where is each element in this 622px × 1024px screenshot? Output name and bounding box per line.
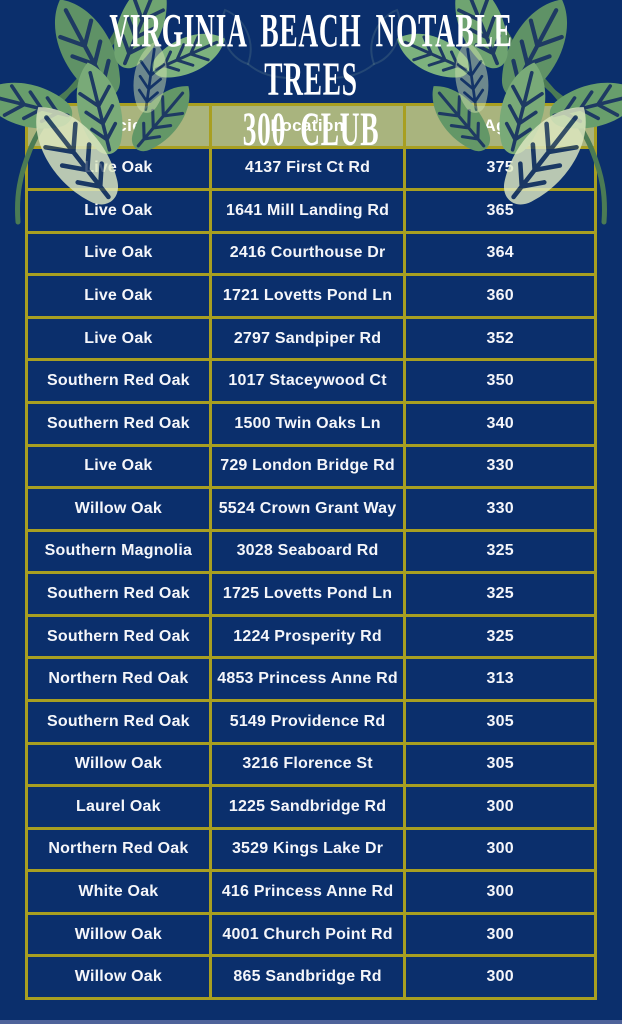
species-cell: Southern Red Oak [28, 404, 209, 444]
age-cell: 300 [406, 914, 594, 955]
location-cell: 3216 Florence St [211, 744, 404, 785]
title-line-1: VIRGINIA BEACH NOTABLE TREES [109, 5, 513, 108]
age-cell: 300 [406, 829, 594, 870]
species-cell: Northern Red Oak [28, 659, 209, 699]
species-cell: Southern Red Oak [28, 702, 209, 742]
location-cell: 1721 Lovetts Pond Ln [211, 276, 404, 316]
location-cell: 4001 Church Point Rd [211, 914, 404, 955]
location-cell: 3028 Seaboard Rd [211, 531, 404, 572]
location-cell: 2797 Sandpiper Rd [211, 318, 404, 359]
age-cell: 360 [406, 276, 594, 316]
species-cell: Live Oak [28, 276, 209, 316]
age-cell: 300 [406, 787, 594, 827]
species-cell: Laurel Oak [28, 787, 209, 827]
age-cell: 325 [406, 616, 594, 657]
location-cell: 1725 Lovetts Pond Ln [211, 574, 404, 614]
page-title: VIRGINIA BEACH NOTABLE TREES 300 CLUB [81, 5, 541, 157]
age-cell: 330 [406, 489, 594, 529]
age-cell: 325 [406, 531, 594, 572]
age-cell: 305 [406, 744, 594, 785]
location-cell: 1641 Mill Landing Rd [211, 191, 404, 231]
age-cell: 325 [406, 574, 594, 614]
age-cell: 300 [406, 957, 594, 997]
location-cell: 1500 Twin Oaks Ln [211, 404, 404, 444]
location-cell: 3529 Kings Lake Dr [211, 829, 404, 870]
species-cell: Live Oak [28, 233, 209, 274]
location-cell: 2416 Courthouse Dr [211, 233, 404, 274]
location-cell: 865 Sandbridge Rd [211, 957, 404, 997]
location-cell: 5524 Crown Grant Way [211, 489, 404, 529]
age-cell: 365 [406, 191, 594, 231]
location-cell: 5149 Providence Rd [211, 702, 404, 742]
species-cell: White Oak [28, 872, 209, 912]
location-cell: 729 London Bridge Rd [211, 446, 404, 487]
species-cell: Willow Oak [28, 957, 209, 997]
age-cell: 300 [406, 872, 594, 912]
species-cell: Willow Oak [28, 744, 209, 785]
age-cell: 364 [406, 233, 594, 274]
tree-table: Species Location Age Live Oak 4137 First… [25, 103, 597, 1000]
species-cell: Northern Red Oak [28, 829, 209, 870]
species-cell: Southern Magnolia [28, 531, 209, 572]
species-cell: Live Oak [28, 446, 209, 487]
location-cell: 1225 Sandbridge Rd [211, 787, 404, 827]
location-cell: 1224 Prosperity Rd [211, 616, 404, 657]
age-cell: 352 [406, 318, 594, 359]
species-cell: Willow Oak [28, 914, 209, 955]
location-cell: 4853 Princess Anne Rd [211, 659, 404, 699]
title-line-2: 300 CLUB [242, 103, 380, 157]
age-cell: 305 [406, 702, 594, 742]
species-cell: Southern Red Oak [28, 574, 209, 614]
species-cell: Willow Oak [28, 489, 209, 529]
age-cell: 340 [406, 404, 594, 444]
bottom-accent-strip [0, 1020, 622, 1024]
location-cell: 1017 Staceywood Ct [211, 361, 404, 401]
age-cell: 350 [406, 361, 594, 401]
age-cell: 330 [406, 446, 594, 487]
species-cell: Southern Red Oak [28, 361, 209, 401]
species-cell: Live Oak [28, 318, 209, 359]
species-cell: Live Oak [28, 191, 209, 231]
location-cell: 416 Princess Anne Rd [211, 872, 404, 912]
age-cell: 313 [406, 659, 594, 699]
species-cell: Southern Red Oak [28, 616, 209, 657]
